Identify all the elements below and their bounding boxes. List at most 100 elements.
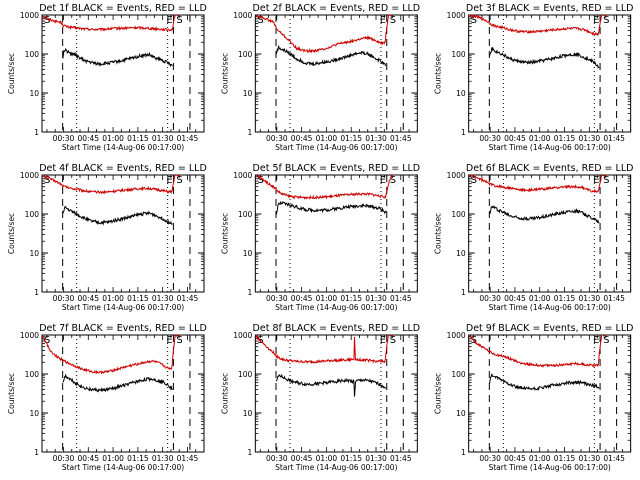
x-tick-label: 01:00 (102, 454, 124, 463)
x-tick-label: 01:45 (390, 294, 412, 303)
y-tick-label: 1 (461, 448, 466, 457)
x-axis-label: Start Time (14-Aug-06 00:17:00) (488, 143, 610, 152)
events-series-line (489, 46, 600, 69)
lld-series-line (42, 335, 180, 375)
panel-title: Det 9f BLACK = Events, RED = LLD (466, 323, 634, 334)
y-tick-label: 100 (25, 370, 40, 379)
y-tick-label: 1 (248, 128, 253, 137)
chart-panel-4: Det 4f BLACK = Events, RED = LLD 1 10 100 10… (7, 163, 207, 312)
y-tick-label: 1000 (447, 171, 466, 180)
x-axis-label: Start Time (14-Aug-06 00:17:00) (62, 143, 184, 152)
x-tick-label: 01:45 (603, 134, 625, 143)
chart-panel-7: Det 7f BLACK = Events, RED = LLD 1 10 100 10… (7, 323, 207, 472)
y-tick-label: 100 (238, 50, 253, 59)
chart-panel-1: Det 1f BLACK = Events, RED = LLD 1 10 100 10… (7, 3, 207, 152)
x-tick-label: 01:30 (365, 454, 387, 463)
end-marker-label: E (166, 175, 172, 186)
start-marker-label: S (603, 15, 609, 26)
y-tick-label: 1 (34, 128, 39, 137)
plot-frame (41, 174, 205, 293)
x-tick-label: 00:30 (479, 134, 501, 143)
plot-frame (254, 14, 418, 133)
x-tick-label: 00:45 (504, 134, 526, 143)
y-tick-label: 10 (243, 249, 253, 258)
x-tick-label: 01:15 (554, 294, 576, 303)
events-series-line (275, 373, 387, 397)
plot-frame (468, 14, 632, 133)
y-tick-label: 1 (461, 288, 466, 297)
events-series-line (62, 205, 173, 226)
y-tick-label: 100 (238, 370, 253, 379)
end-marker-label: E (380, 335, 386, 346)
chart-panel-9: Det 9f BLACK = Events, RED = LLD 1 10 100 10… (434, 323, 634, 472)
x-axis-label: Start Time (14-Aug-06 00:17:00) (275, 303, 397, 312)
x-tick-label: 00:30 (53, 454, 75, 463)
y-tick-label: 100 (25, 50, 40, 59)
start-marker-label: S (471, 175, 477, 186)
x-tick-label: 01:30 (579, 134, 601, 143)
lld-series-line (42, 15, 180, 33)
start-marker-label: S (603, 175, 609, 186)
x-tick-label: 00:45 (77, 454, 99, 463)
start-marker-label: S (390, 15, 396, 26)
x-tick-label: 00:45 (77, 134, 99, 143)
y-axis-label: Counts/sec (7, 373, 16, 414)
events-series-line (489, 204, 600, 224)
x-tick-label: 01:45 (177, 454, 199, 463)
start-marker-label: S (390, 175, 396, 186)
plot-frame (254, 334, 418, 453)
x-axis-label: Start Time (14-Aug-06 00:17:00) (62, 303, 184, 312)
x-tick-label: 00:30 (479, 294, 501, 303)
x-axis-label: Start Time (14-Aug-06 00:17:00) (488, 463, 610, 472)
chart-panel-8: Det 8f BLACK = Events, RED = LLD 1 10 100 10… (220, 323, 420, 472)
lld-series-line (255, 15, 393, 54)
plot-frame (41, 14, 205, 133)
x-tick-label: 01:00 (102, 134, 124, 143)
x-tick-label: 01:15 (340, 454, 362, 463)
x-tick-label: 01:30 (365, 294, 387, 303)
x-tick-label: 00:45 (291, 454, 313, 463)
x-tick-label: 00:30 (266, 294, 288, 303)
x-tick-label: 01:45 (390, 454, 412, 463)
x-tick-label: 00:30 (479, 454, 501, 463)
x-tick-label: 01:15 (554, 454, 576, 463)
x-axis-label: Start Time (14-Aug-06 00:17:00) (488, 303, 610, 312)
panel-title: Det 6f BLACK = Events, RED = LLD (466, 163, 634, 174)
x-tick-label: 01:00 (102, 294, 124, 303)
end-marker-label: E (166, 15, 172, 26)
lld-series-line (42, 175, 180, 195)
x-tick-label: 01:45 (177, 294, 199, 303)
x-tick-label: 01:45 (603, 454, 625, 463)
plot-frame (468, 174, 632, 293)
plot-frame (41, 334, 205, 453)
end-marker-label: E (593, 15, 599, 26)
x-tick-label: 01:00 (316, 294, 338, 303)
y-tick-label: 1 (248, 288, 253, 297)
start-marker-label: S (471, 15, 477, 26)
y-tick-label: 1 (34, 448, 39, 457)
start-marker-label: S (44, 15, 50, 26)
x-tick-label: 01:30 (579, 294, 601, 303)
y-axis-label: Counts/sec (220, 213, 229, 254)
lld-series-line (468, 175, 607, 194)
x-tick-label: 00:45 (504, 454, 526, 463)
x-tick-label: 01:15 (127, 134, 149, 143)
panel-title: Det 5f BLACK = Events, RED = LLD (253, 163, 421, 174)
x-tick-label: 01:30 (152, 134, 174, 143)
x-axis-label: Start Time (14-Aug-06 00:17:00) (275, 143, 397, 152)
y-axis-label: Counts/sec (220, 53, 229, 94)
y-tick-label: 1000 (447, 11, 466, 20)
x-tick-label: 01:15 (127, 454, 149, 463)
panel-title: Det 7f BLACK = Events, RED = LLD (39, 323, 207, 334)
x-tick-label: 01:45 (177, 134, 199, 143)
y-axis-label: Counts/sec (7, 53, 16, 94)
x-tick-label: 01:30 (152, 454, 174, 463)
end-marker-label: E (593, 175, 599, 186)
x-tick-label: 01:15 (127, 294, 149, 303)
y-tick-label: 1000 (447, 331, 466, 340)
start-marker-label: S (257, 15, 263, 26)
y-tick-label: 10 (29, 89, 39, 98)
y-tick-label: 100 (451, 50, 466, 59)
x-tick-label: 01:00 (316, 454, 338, 463)
y-tick-label: 10 (243, 89, 253, 98)
